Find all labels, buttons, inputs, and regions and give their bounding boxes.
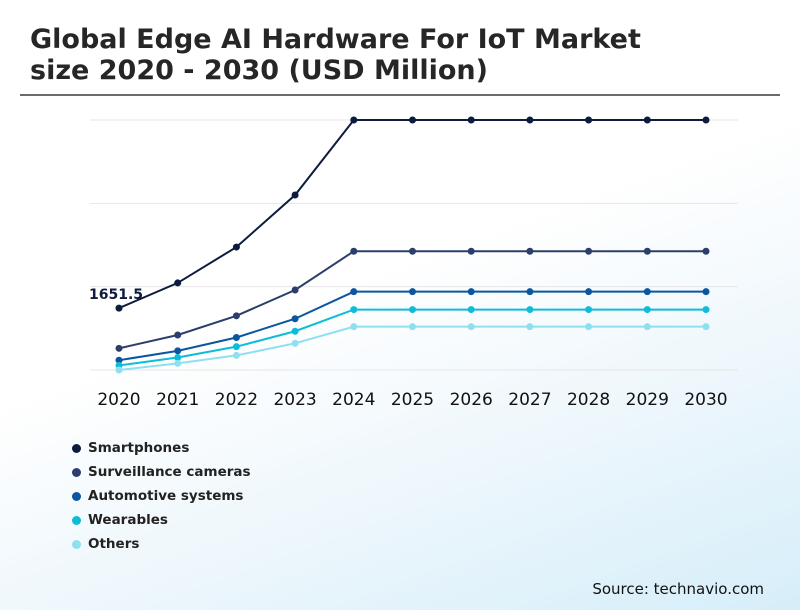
data-point (643, 116, 651, 124)
x-tick-label: 2024 (332, 390, 375, 410)
source-credit: Source: technavio.com (592, 580, 764, 598)
data-point (174, 359, 182, 367)
x-tick-label: 2029 (626, 390, 669, 410)
data-point (409, 306, 416, 314)
data-point (702, 247, 710, 255)
data-point (467, 306, 475, 314)
page-title: Global Edge AI Hardware For IoT Market s… (30, 24, 770, 86)
data-point (409, 116, 416, 124)
x-tick-label: 2023 (273, 390, 316, 410)
data-point (526, 116, 534, 124)
data-point (350, 116, 358, 124)
legend-item: Surveillance cameras (72, 460, 251, 484)
data-point (643, 247, 651, 255)
legend-item: Automotive systems (72, 484, 251, 508)
data-point (526, 306, 534, 314)
legend-dot-icon (72, 443, 81, 453)
data-point (702, 288, 710, 296)
data-point (526, 288, 534, 296)
data-point (232, 243, 240, 251)
data-point (643, 306, 651, 314)
x-tick-label: 2026 (450, 390, 493, 410)
data-point (350, 323, 358, 331)
data-point (585, 247, 593, 255)
data-point (643, 323, 651, 331)
data-point (232, 334, 240, 341)
data-point (174, 331, 182, 339)
data-point (467, 323, 475, 331)
series-line-4 (118, 325, 706, 371)
series-line-3 (118, 308, 706, 367)
data-point (232, 312, 240, 320)
data-point (467, 247, 475, 255)
x-tick-label: 2028 (567, 390, 610, 410)
data-point (585, 116, 593, 124)
legend-label: Surveillance cameras (88, 464, 251, 480)
data-point (467, 116, 475, 124)
data-point (643, 288, 651, 296)
data-point (409, 288, 416, 296)
data-point (409, 247, 416, 255)
x-tick-label: 2025 (391, 390, 434, 410)
data-point (350, 306, 358, 314)
data-point (232, 343, 240, 351)
data-point (115, 304, 123, 312)
legend-item: Wearables (72, 508, 251, 532)
data-point (291, 327, 299, 335)
legend-label: Others (88, 536, 140, 552)
data-point (585, 306, 593, 314)
legend-item: Others (72, 532, 251, 556)
data-point (291, 315, 299, 323)
x-tick-label: 2020 (97, 390, 140, 410)
data-point (350, 288, 358, 296)
data-point (174, 279, 182, 287)
data-point (291, 339, 299, 347)
data-point (702, 306, 710, 314)
data-point (291, 286, 299, 294)
legend-dot-icon (72, 467, 81, 477)
x-tick-label: 2021 (156, 390, 199, 410)
data-point (115, 356, 123, 364)
legend-dot-icon (72, 539, 81, 549)
x-tick-label: 2022 (215, 390, 258, 410)
series-line-0 (118, 119, 706, 310)
legend-item: Smartphones (72, 436, 251, 460)
title-divider (20, 94, 780, 96)
data-point (467, 288, 475, 296)
data-point (174, 354, 182, 361)
data-point (115, 366, 123, 374)
data-point (526, 323, 534, 331)
chart-legend: Smartphones Surveillance cameras Automotiv… (72, 436, 251, 556)
data-point (585, 288, 593, 296)
x-tick-label: 2027 (508, 390, 551, 410)
legend-label: Smartphones (88, 440, 190, 456)
legend-dot-icon (72, 491, 81, 501)
data-point (585, 323, 593, 331)
data-point (291, 191, 299, 199)
title-line-2: size 2020 - 2030 (USD Million) (30, 55, 488, 86)
data-point (174, 347, 182, 355)
data-annotation: 1651.5 (89, 287, 143, 303)
data-point (350, 247, 358, 255)
data-point (702, 116, 710, 124)
legend-label: Wearables (88, 512, 168, 528)
legend-label: Automotive systems (88, 488, 244, 504)
data-point (526, 247, 534, 255)
data-point (115, 344, 123, 352)
legend-dot-icon (72, 515, 81, 525)
data-point (702, 323, 710, 331)
x-tick-label: 2030 (684, 390, 727, 410)
title-line-1: Global Edge AI Hardware For IoT Market (30, 24, 641, 55)
data-point (409, 323, 416, 331)
data-point (232, 351, 240, 359)
